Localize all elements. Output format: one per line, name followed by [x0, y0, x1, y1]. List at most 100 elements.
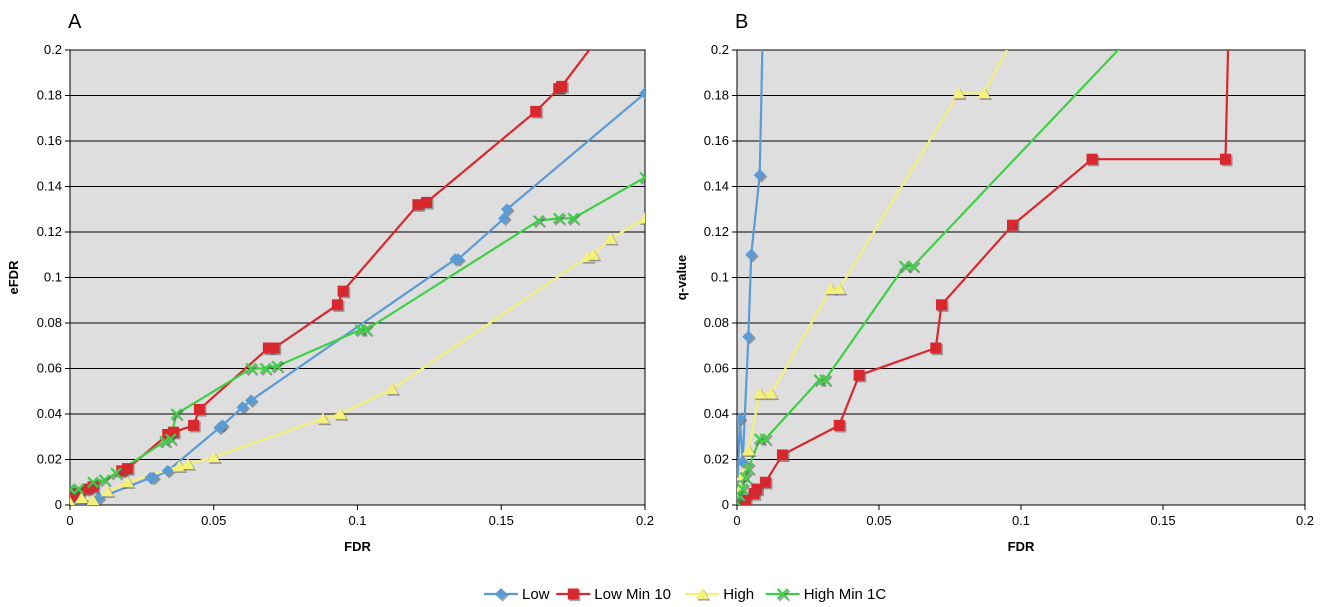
data-point: [170, 408, 184, 422]
x-tick-label: 0.05: [866, 513, 891, 528]
data-point: [98, 474, 112, 488]
data-point: [1219, 153, 1233, 167]
data-point: [72, 483, 87, 497]
x-tick-label: 0.1: [348, 513, 366, 528]
x-tick-label: 0: [66, 513, 73, 528]
data-point: [100, 485, 116, 498]
legend-item: High: [685, 586, 754, 603]
data-point: [360, 324, 374, 338]
data-point: [759, 433, 773, 447]
data-point: [316, 412, 332, 426]
legend-marker: [495, 588, 509, 602]
data-point: [935, 299, 949, 312]
data-point: [586, 248, 602, 262]
data-point: [552, 212, 567, 226]
data-point: [110, 467, 124, 481]
data-point: [452, 253, 466, 267]
data-point: [737, 483, 751, 497]
data-point: [216, 419, 230, 433]
x-tick-label: 0.15: [489, 513, 514, 528]
legend-label: Low: [522, 586, 550, 603]
data-point: [930, 342, 943, 356]
data-point: [193, 403, 207, 417]
data-point: [745, 248, 759, 263]
y-tick-label: 0.04: [704, 406, 729, 421]
legend-marker: [695, 588, 711, 601]
legend-label: High: [723, 586, 754, 603]
data-point: [741, 444, 757, 457]
data-point: [181, 458, 196, 471]
data-point: [121, 476, 136, 489]
data-point: [952, 87, 967, 100]
y-tick-label: 0.14: [704, 179, 729, 194]
legend-item: Low Min 10: [556, 586, 671, 603]
data-point: [501, 203, 515, 217]
data-point: [556, 80, 569, 94]
y-tick-label: 0.16: [37, 133, 62, 148]
y-tick-label: 0.08: [704, 315, 729, 330]
data-point: [333, 408, 349, 421]
data-point: [833, 419, 847, 433]
legend: Low Low Min 10 High High Min 1C: [484, 586, 886, 603]
data-point: [639, 87, 645, 100]
y-tick-label: 0.12: [37, 224, 62, 239]
data-point: [236, 401, 251, 415]
y-axis-label: eFDR: [6, 260, 21, 295]
data-point: [742, 330, 756, 345]
data-point: [385, 382, 401, 396]
y-tick-label: 0: [722, 497, 729, 512]
data-point: [740, 494, 753, 505]
data-point: [271, 360, 285, 374]
data-point: [742, 462, 756, 476]
y-tick-label: 0.04: [37, 406, 62, 421]
y-tick-label: 0.14: [37, 179, 62, 194]
data-point: [776, 449, 790, 463]
y-tick-label: 0: [55, 497, 62, 512]
data-point: [86, 494, 100, 505]
data-point: [421, 196, 434, 210]
data-point: [832, 282, 848, 296]
data-point: [331, 299, 345, 312]
y-tick-label: 0.1: [44, 270, 62, 285]
x-tick-label: 0: [733, 513, 740, 528]
series-group: [737, 50, 1233, 505]
data-point: [639, 171, 645, 185]
data-point: [245, 362, 259, 376]
panel-a: 0 0.02 0.04 0.06 0.08 0.1 0.12 0.14 0.16 0.18 0.2 0…: [6, 11, 654, 554]
legend-marker: [776, 588, 791, 602]
x-tick-label: 0.15: [1150, 513, 1175, 528]
legend-marker: [567, 588, 581, 602]
data-point: [122, 463, 135, 476]
y-axis-label: q-value: [674, 255, 689, 301]
data-point: [188, 419, 201, 433]
data-point: [1086, 153, 1100, 167]
y-tick-label: 0.1: [711, 270, 729, 285]
data-point: [977, 87, 993, 100]
data-point: [1006, 219, 1020, 233]
y-tick-label: 0.16: [704, 133, 729, 148]
data-point: [604, 232, 619, 246]
data-point: [498, 212, 512, 226]
data-point: [259, 362, 273, 376]
y-tick-label: 0.02: [704, 452, 729, 467]
data-point: [638, 212, 645, 225]
data-point: [853, 369, 867, 383]
y-tick-label: 0.2: [711, 42, 729, 57]
y-tick-label: 0.18: [37, 88, 62, 103]
data-point: [161, 464, 176, 479]
series-group: [70, 50, 645, 505]
data-point: [268, 342, 282, 356]
legend-label: Low Min 10: [594, 586, 671, 603]
data-point: [245, 394, 259, 408]
data-point: [819, 374, 833, 388]
data-point: [164, 433, 179, 447]
y-tick-label: 0.02: [37, 452, 62, 467]
data-point: [70, 496, 76, 505]
data-point: [147, 471, 161, 486]
y-tick-label: 0.18: [704, 88, 729, 103]
legend-item: High Min 1C: [765, 586, 886, 603]
y-tick-label: 0.06: [704, 361, 729, 376]
data-point: [530, 105, 543, 119]
x-tick-label: 0.2: [1296, 513, 1314, 528]
